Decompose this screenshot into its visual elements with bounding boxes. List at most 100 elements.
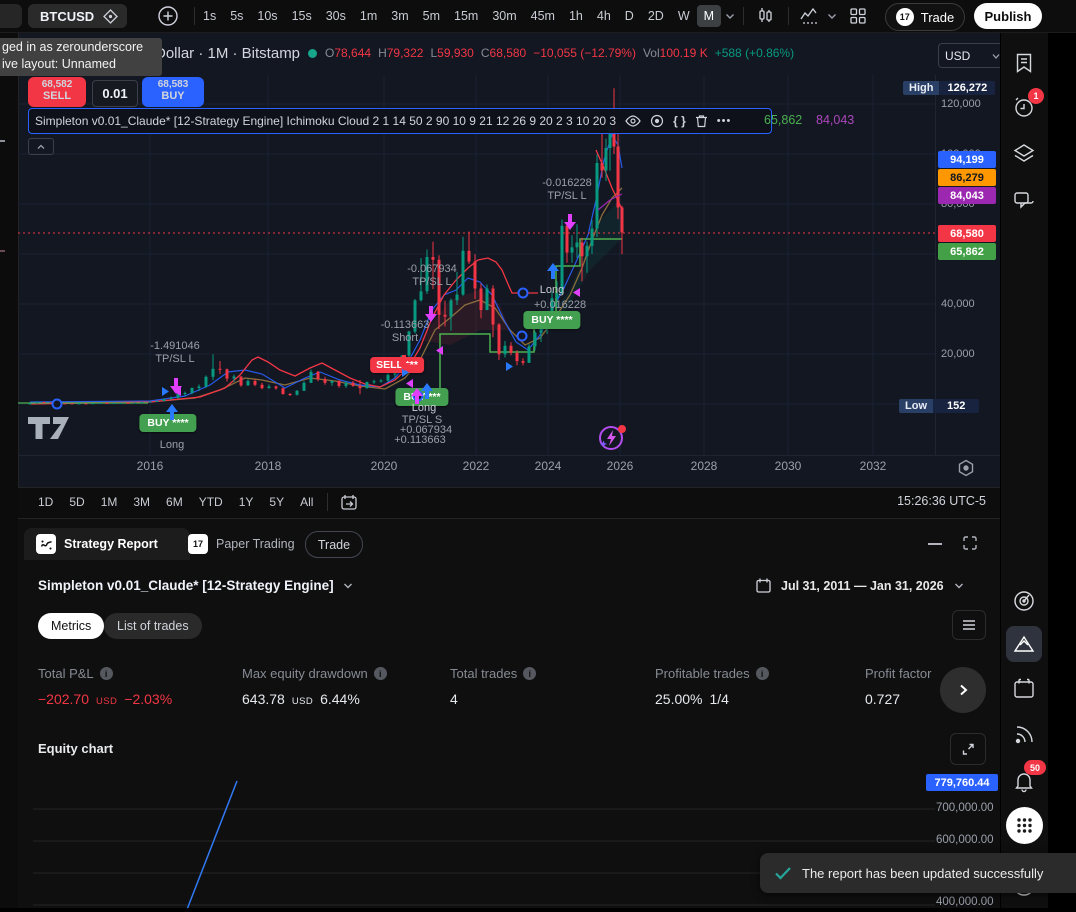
price-scale[interactable] bbox=[935, 75, 1001, 455]
tf-1s[interactable]: 1s bbox=[203, 9, 217, 23]
economic-calendar-icon[interactable] bbox=[1011, 676, 1037, 702]
timeframe-chevron-down-icon[interactable] bbox=[723, 9, 737, 23]
panel-maximize-button[interactable] bbox=[962, 535, 978, 551]
tf-5s[interactable]: 5s bbox=[230, 9, 244, 23]
currency-value: USD bbox=[945, 48, 971, 63]
equity-tick-700k: 700,000.00 bbox=[936, 802, 994, 814]
tf-30m[interactable]: 30m bbox=[492, 9, 517, 23]
equity-chart[interactable] bbox=[18, 765, 935, 912]
strategy-tester-mountain-icon[interactable] bbox=[1011, 631, 1037, 657]
chart-settings-gear-icon[interactable] bbox=[956, 458, 976, 478]
tf-30s[interactable]: 30s bbox=[325, 9, 346, 23]
tf-m-active[interactable]: M bbox=[696, 5, 722, 27]
go-to-date-icon[interactable] bbox=[334, 493, 364, 511]
delete-icon[interactable] bbox=[695, 114, 708, 128]
info-icon[interactable]: i bbox=[373, 667, 387, 680]
strategy-selector[interactable]: Simpleton v0.01_Claude* [12-Strategy Eng… bbox=[38, 578, 354, 593]
notifications-bell-icon[interactable] bbox=[1011, 768, 1037, 794]
buy-button[interactable]: 68,583 BUY bbox=[142, 77, 204, 107]
sell-button[interactable]: 68,582 SELL bbox=[28, 77, 86, 107]
metrics-next-button[interactable] bbox=[940, 667, 986, 713]
year-2024: 2024 bbox=[534, 459, 562, 473]
buy-price: 68,583 bbox=[157, 79, 189, 90]
time-axis[interactable] bbox=[18, 455, 1000, 488]
range-buttons: 1D 5D 1M 3M 6M YTD 1Y 5Y All bbox=[30, 489, 364, 515]
list-of-trades-toggle[interactable]: List of trades bbox=[104, 613, 202, 639]
equity-expand-button[interactable] bbox=[950, 733, 986, 765]
apps-grid-button[interactable] bbox=[1006, 807, 1043, 844]
chart-style-candles-icon[interactable] bbox=[750, 6, 782, 26]
tf-1m[interactable]: 1m bbox=[359, 9, 378, 23]
more-options-icon[interactable]: ••• bbox=[716, 115, 732, 127]
tf-1h[interactable]: 1h bbox=[568, 9, 583, 23]
market-status-dot bbox=[308, 48, 318, 58]
range-1d[interactable]: 1D bbox=[38, 495, 54, 509]
tf-2d[interactable]: 2D bbox=[647, 9, 664, 23]
date-range-selector[interactable]: Jul 31, 2011 — Jan 31, 2026 bbox=[755, 577, 965, 594]
tf-3m[interactable]: 3m bbox=[391, 9, 409, 23]
strategy-tester-icon bbox=[36, 534, 56, 554]
range-all[interactable]: All bbox=[300, 495, 314, 509]
source-code-icon[interactable]: { } bbox=[673, 114, 686, 128]
tf-10s[interactable]: 10s bbox=[257, 9, 278, 23]
info-icon[interactable]: i bbox=[99, 667, 113, 680]
buy-marker-3[interactable]: BUY **** bbox=[523, 311, 581, 329]
tf-w[interactable]: W bbox=[677, 9, 690, 23]
strategy-tester-active-bg[interactable] bbox=[1006, 626, 1042, 662]
legend-collapse-button[interactable] bbox=[28, 138, 54, 155]
panel-minimize-button[interactable] bbox=[928, 543, 942, 545]
eye-icon[interactable] bbox=[625, 115, 641, 127]
trade-button-label: Trade bbox=[920, 9, 955, 25]
add-symbol-icon[interactable] bbox=[157, 5, 179, 27]
success-check-icon bbox=[775, 867, 791, 880]
range-5d[interactable]: 5D bbox=[69, 495, 85, 509]
range-1y[interactable]: 1Y bbox=[238, 495, 254, 509]
object-tree-layers-icon[interactable] bbox=[1011, 140, 1037, 166]
trade-button[interactable]: 17 Trade bbox=[885, 3, 965, 31]
range-5y[interactable]: 5Y bbox=[269, 495, 285, 509]
source-settings-icon[interactable] bbox=[650, 114, 664, 128]
ai-supercharts-icon[interactable] bbox=[596, 423, 628, 453]
range-1m[interactable]: 1M bbox=[100, 495, 118, 509]
range-ytd[interactable]: YTD bbox=[198, 495, 223, 509]
equity-current-badge: 779,760.44 bbox=[926, 774, 998, 791]
strategy-legend[interactable]: Simpleton v0.01_Claude* [12-Strategy Eng… bbox=[28, 108, 772, 134]
indicators-chevron-down-icon[interactable] bbox=[825, 9, 839, 23]
clock[interactable]: 15:26:36 UTC-5 bbox=[897, 494, 986, 508]
currency-select[interactable]: USD bbox=[938, 43, 1008, 68]
tab-paper-trading[interactable]: 17 Paper Trading bbox=[188, 528, 295, 560]
info-icon[interactable]: i bbox=[523, 667, 537, 680]
metric-total-pnl: Total P&L i −202.70 USD −2.03% bbox=[38, 666, 173, 707]
report-layout-icon[interactable] bbox=[952, 610, 986, 640]
metrics-toggle[interactable]: Metrics bbox=[38, 613, 105, 639]
watchlist-icon[interactable] bbox=[1011, 50, 1037, 76]
alerts-clock-icon[interactable] bbox=[1011, 94, 1037, 120]
layout-grid-icon[interactable] bbox=[839, 7, 877, 25]
price-label-green: 65,862 bbox=[938, 243, 996, 260]
chat-icon[interactable] bbox=[1011, 188, 1037, 214]
data-feed-signal-icon[interactable] bbox=[1011, 722, 1037, 748]
symbol-title[interactable]: Dollar · 1M · Bitstamp bbox=[155, 44, 301, 62]
tpsl-annotation-3: -0.016228 TP/SL L bbox=[542, 177, 592, 202]
info-icon[interactable]: i bbox=[755, 667, 769, 680]
tf-5m[interactable]: 5m bbox=[422, 9, 440, 23]
publish-button[interactable]: Publish bbox=[974, 3, 1042, 29]
indicators-icon[interactable] bbox=[795, 6, 825, 26]
symbol-search-button[interactable]: BTCUSD bbox=[28, 4, 128, 28]
range-6m[interactable]: 6M bbox=[166, 495, 183, 509]
screener-radar-icon[interactable] bbox=[1011, 588, 1037, 614]
user-menu-button[interactable] bbox=[0, 4, 22, 28]
range-3m[interactable]: 3M bbox=[133, 495, 151, 509]
tf-15m[interactable]: 15m bbox=[454, 9, 479, 23]
tf-45m[interactable]: 45m bbox=[530, 9, 555, 23]
quantity-field[interactable]: 0.01 bbox=[92, 80, 138, 107]
tab-strategy-report[interactable]: Strategy Report bbox=[24, 528, 190, 560]
tf-15s[interactable]: 15s bbox=[291, 9, 312, 23]
symbol-detail-diamond-icon[interactable] bbox=[102, 8, 119, 25]
sell-marker-1[interactable]: SELL *** bbox=[370, 357, 424, 373]
buy-marker-2-tpsl: TP/SL S bbox=[401, 414, 443, 426]
tf-d[interactable]: D bbox=[624, 9, 634, 23]
buy-marker-1[interactable]: BUY **** bbox=[139, 414, 197, 432]
tab-trade[interactable]: Trade bbox=[305, 531, 363, 558]
tf-4h[interactable]: 4h bbox=[596, 9, 611, 23]
